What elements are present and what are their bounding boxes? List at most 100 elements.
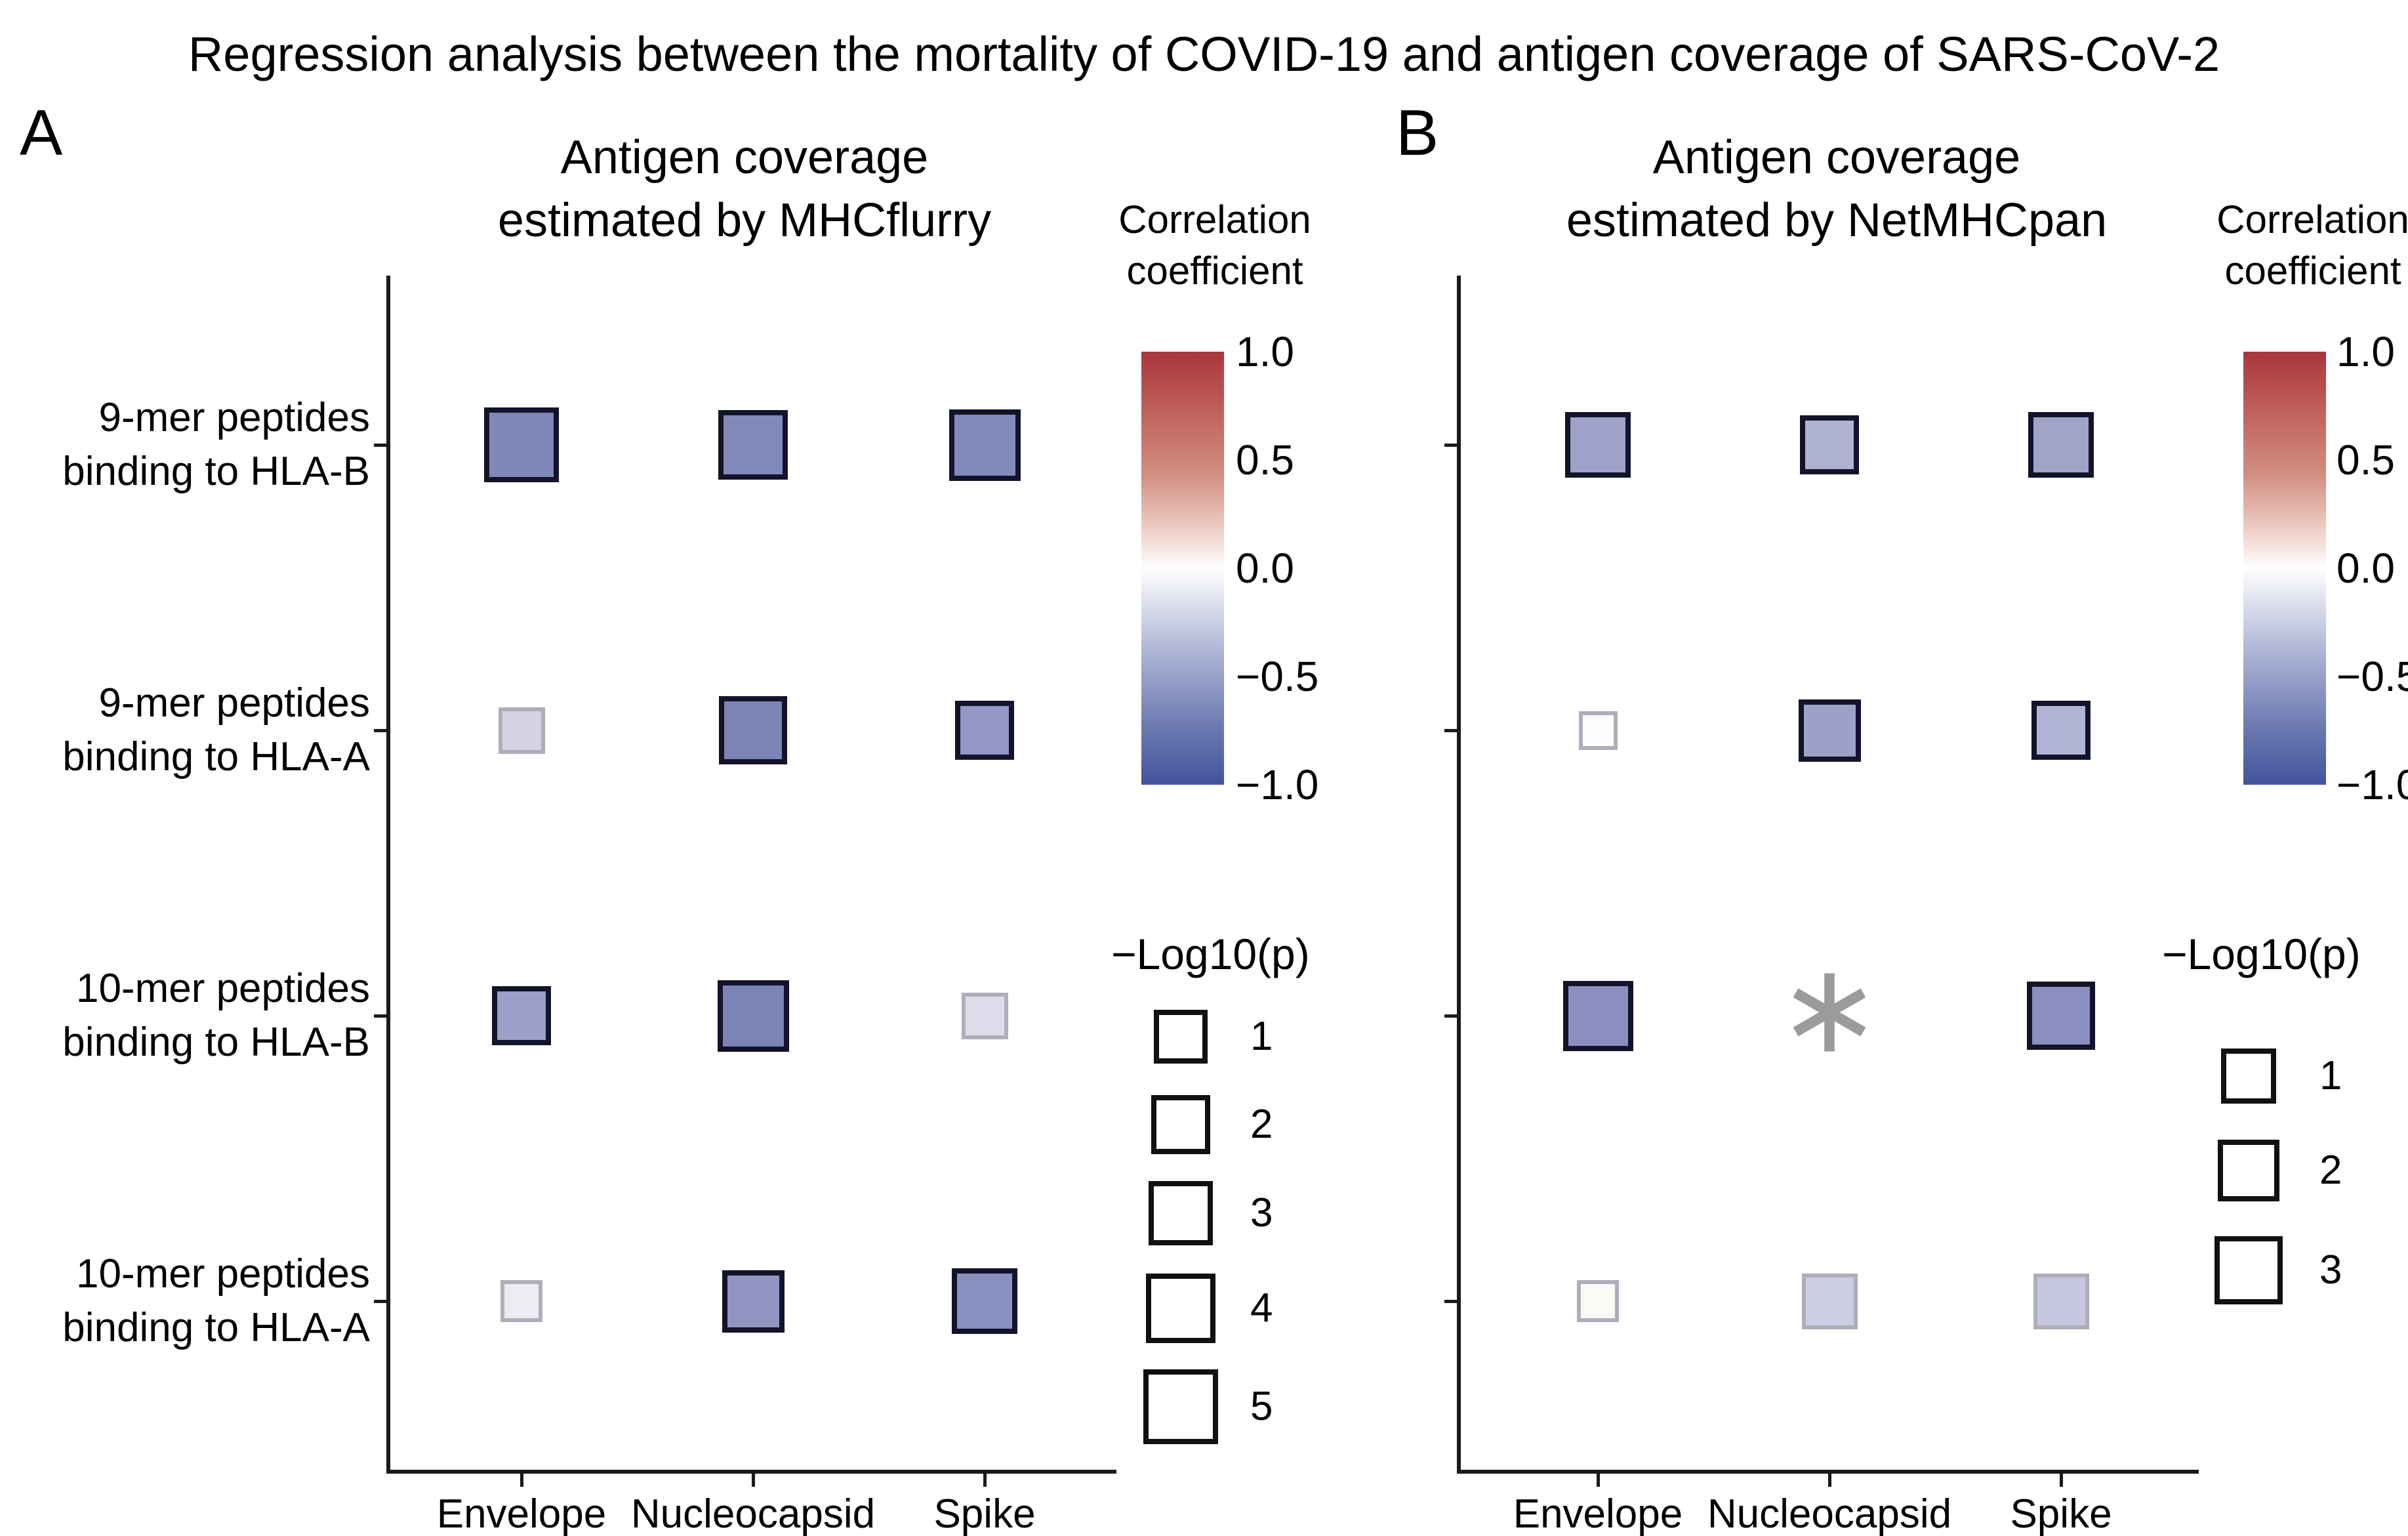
y-axis-label-line: binding to HLA-B bbox=[62, 449, 370, 494]
x-axis-label: Nucleocapsid bbox=[630, 1491, 876, 1536]
data-square bbox=[2031, 701, 2091, 760]
legend-size-box bbox=[1149, 1181, 1213, 1245]
y-tick bbox=[1444, 1014, 1458, 1018]
x-tick bbox=[1597, 1474, 1600, 1487]
colorbar-tick-label: −0.5 bbox=[1236, 653, 1319, 700]
legend-size-box bbox=[1143, 1369, 1218, 1444]
colorbar-title-a-line2: coefficient bbox=[1126, 249, 1303, 293]
y-axis-label: 10-mer peptides binding to HLA-A bbox=[0, 1247, 370, 1355]
data-square bbox=[1801, 1273, 1858, 1329]
y-axis-label-line: binding to HLA-A bbox=[62, 734, 370, 779]
legend-size-label: 3 bbox=[1250, 1190, 1273, 1235]
panel-a-label: A bbox=[20, 96, 63, 169]
colorbar-gradient bbox=[1141, 352, 1224, 785]
figure-title: Regression analysis between the mortalit… bbox=[188, 27, 2220, 81]
panel-b-title: Antigen coverage estimated by NetMHCpan bbox=[1566, 126, 2107, 252]
y-tick bbox=[374, 729, 387, 732]
size-legend-title-b: −Log10(p) bbox=[2162, 930, 2361, 978]
colorbar-gradient bbox=[2243, 352, 2326, 785]
colorbar-title-a-line1: Correlation bbox=[1118, 197, 1311, 241]
colorbar-tick-label: −1.0 bbox=[2337, 761, 2408, 808]
legend-size-label: 5 bbox=[1250, 1384, 1273, 1429]
panel-b-title-line1: Antigen coverage bbox=[1652, 131, 2021, 184]
x-axis-label: Envelope bbox=[1513, 1491, 1683, 1536]
y-tick bbox=[1444, 1300, 1458, 1303]
y-axis-label: 10-mer peptides binding to HLA-B bbox=[0, 962, 370, 1069]
y-axis-label-line: 10-mer peptides bbox=[75, 966, 370, 1011]
panel-a-title-line2: estimated by MHCflurry bbox=[497, 194, 992, 247]
legend-size-box bbox=[2214, 1236, 2283, 1304]
colorbar-title-b: Correlation coefficient bbox=[2216, 194, 2408, 297]
data-square bbox=[1565, 412, 1631, 478]
data-square bbox=[484, 407, 559, 482]
data-square bbox=[718, 410, 788, 480]
panel-b-title-line2: estimated by NetMHCpan bbox=[1566, 194, 2108, 247]
legend-size-label: 1 bbox=[1250, 1014, 1273, 1059]
y-tick bbox=[1444, 444, 1458, 447]
data-square bbox=[1562, 980, 1633, 1051]
legend-size-box bbox=[2218, 1140, 2279, 1201]
data-square bbox=[2028, 412, 2094, 478]
data-square bbox=[1577, 1280, 1619, 1322]
colorbar-title-b-line2: coefficient bbox=[2224, 249, 2401, 293]
legend-size-box bbox=[1146, 1274, 1215, 1343]
legend-size-label: 1 bbox=[2319, 1053, 2342, 1098]
colorbar-title-b-line1: Correlation bbox=[2216, 197, 2408, 241]
data-square bbox=[1578, 711, 1618, 750]
y-axis-label-line: 10-mer peptides bbox=[75, 1251, 370, 1297]
data-square bbox=[498, 707, 545, 754]
y-axis bbox=[1457, 276, 1461, 1474]
colorbar-tick-label: 0.5 bbox=[1236, 436, 1294, 484]
size-legend-title-a: −Log10(p) bbox=[1111, 930, 1310, 978]
x-axis bbox=[1457, 1470, 2199, 1474]
colorbar-tick-label: 1.0 bbox=[1236, 328, 1294, 375]
y-axis-label: 9-mer peptides binding to HLA-A bbox=[0, 676, 370, 784]
data-square bbox=[722, 1270, 785, 1333]
colorbar-title-a: Correlation coefficient bbox=[1118, 194, 1311, 297]
x-tick bbox=[520, 1474, 523, 1487]
colorbar-tick-label: 0.0 bbox=[2337, 545, 2395, 592]
colorbar-tick-label: 1.0 bbox=[2337, 328, 2395, 375]
x-axis-label: Envelope bbox=[436, 1491, 607, 1536]
data-square bbox=[955, 701, 1014, 760]
legend-size-label: 2 bbox=[1250, 1102, 1273, 1147]
y-tick bbox=[374, 1300, 387, 1303]
colorbar-tick-label: −1.0 bbox=[1236, 761, 1319, 808]
data-square bbox=[1798, 699, 1861, 762]
colorbar-tick-label: 0.0 bbox=[1236, 545, 1294, 592]
y-axis-label-line: 9-mer peptides bbox=[98, 395, 370, 440]
panel-b-label: B bbox=[1396, 96, 1439, 169]
panel-a-title: Antigen coverage estimated by MHCflurry bbox=[498, 126, 991, 252]
x-axis-label: Spike bbox=[933, 1491, 1036, 1536]
data-square bbox=[492, 986, 551, 1045]
y-axis-label-line: binding to HLA-A bbox=[62, 1305, 370, 1350]
x-tick bbox=[752, 1474, 755, 1487]
x-tick bbox=[1828, 1474, 1831, 1487]
y-tick bbox=[374, 1014, 387, 1018]
data-square bbox=[2033, 1273, 2089, 1329]
x-axis bbox=[386, 1470, 1116, 1474]
legend-size-label: 3 bbox=[2319, 1247, 2342, 1293]
data-square bbox=[500, 1280, 542, 1322]
legend-size-label: 2 bbox=[2319, 1148, 2342, 1193]
data-square bbox=[1800, 415, 1859, 474]
x-tick bbox=[2060, 1474, 2063, 1487]
y-tick bbox=[374, 444, 387, 447]
y-axis bbox=[386, 276, 390, 1474]
data-square bbox=[2027, 982, 2095, 1050]
data-square bbox=[952, 1268, 1017, 1334]
y-axis-label-line: 9-mer peptides bbox=[98, 680, 370, 726]
y-tick bbox=[1444, 729, 1458, 732]
x-tick bbox=[983, 1474, 987, 1487]
legend-size-box bbox=[1154, 1010, 1208, 1064]
data-square bbox=[961, 992, 1008, 1039]
legend-size-box bbox=[1151, 1095, 1210, 1154]
panel-a-title-line1: Antigen coverage bbox=[560, 131, 929, 184]
data-square bbox=[719, 696, 787, 764]
x-axis-label: Nucleocapsid bbox=[1707, 1491, 1952, 1536]
legend-size-box bbox=[2221, 1048, 2276, 1104]
y-axis-label-line: binding to HLA-B bbox=[62, 1020, 370, 1065]
data-square bbox=[717, 980, 789, 1052]
data-square bbox=[949, 409, 1021, 481]
x-axis-label: Spike bbox=[2010, 1491, 2112, 1536]
